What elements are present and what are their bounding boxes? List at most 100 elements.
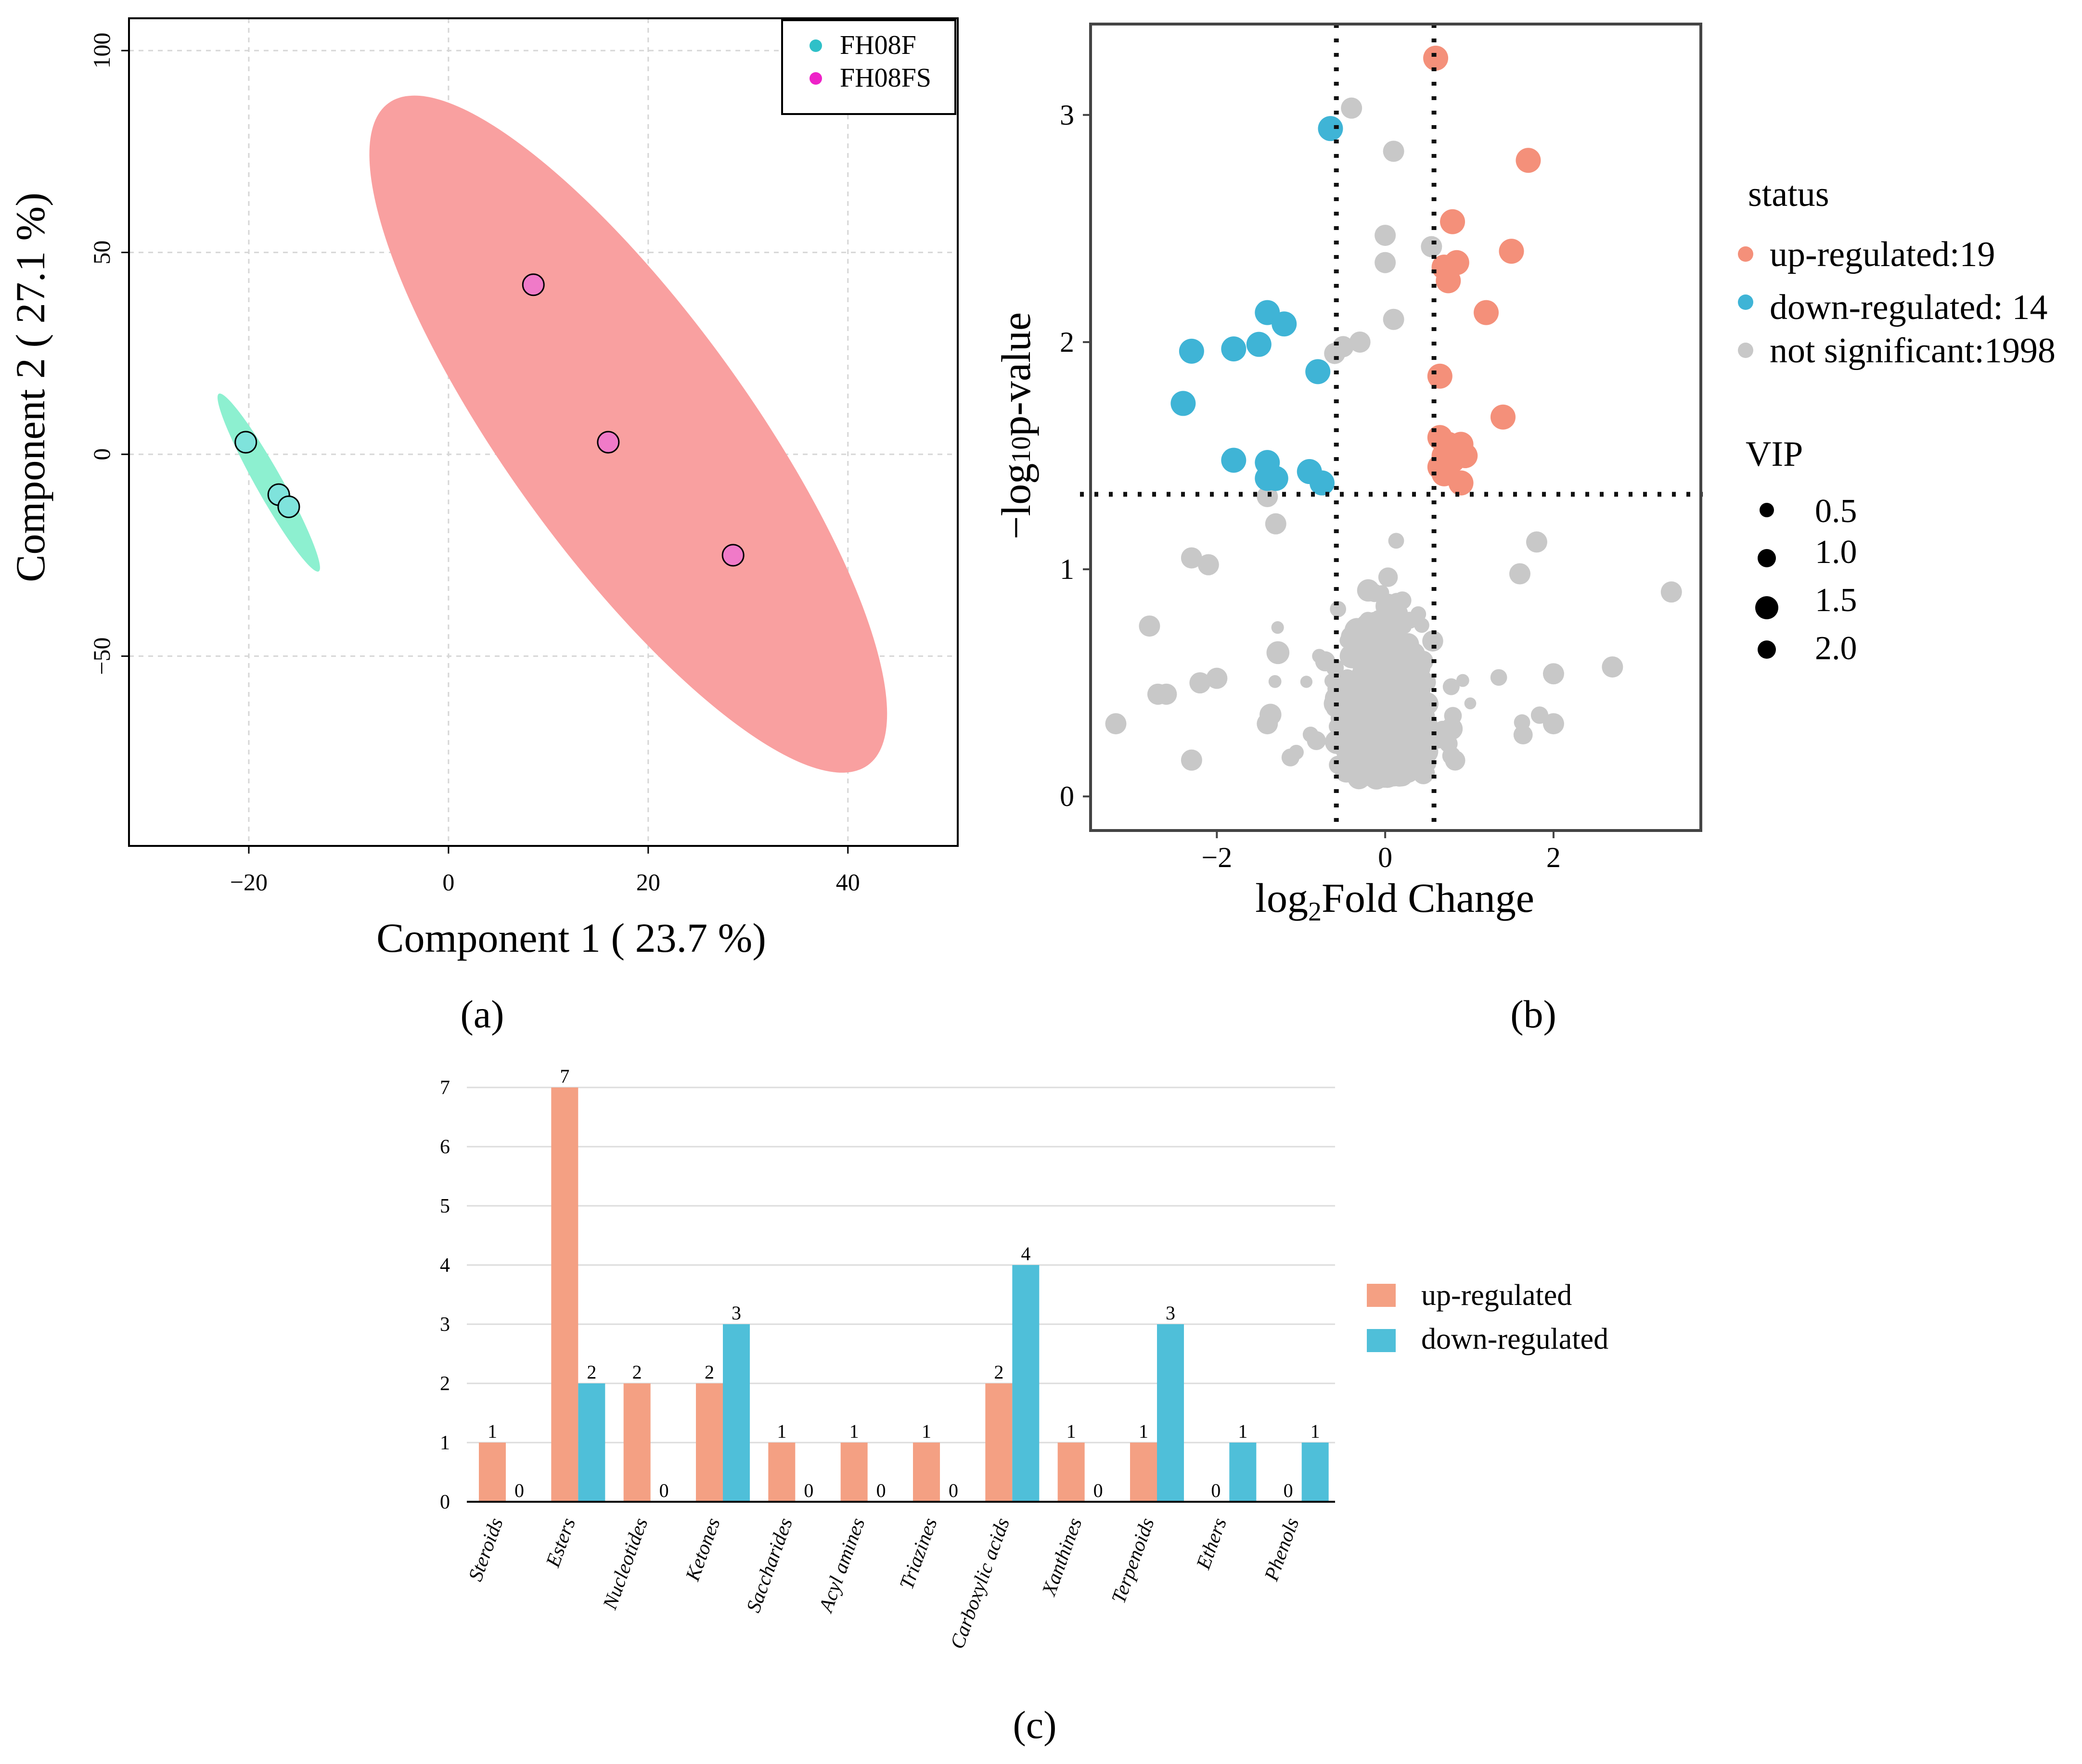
ns-point [1375,252,1396,273]
ns-point [1375,225,1396,246]
up-regulated-point [1440,209,1465,234]
down-regulated-point [1255,466,1280,491]
panel-c-ytick-label: 5 [440,1195,450,1217]
ns-point [1349,331,1371,353]
bar-value-label: 1 [1238,1420,1247,1442]
ns-point [1360,662,1375,677]
point-fh08f-3 [277,495,300,518]
ns-point [1384,674,1397,688]
panel-a-plot-frame [128,17,959,847]
panel-a-ytick-label: 0 [88,448,115,460]
ns-point [1324,343,1346,364]
panel-c-ytick-label: 0 [440,1491,450,1513]
legend-vip-marker-0.5 [1760,503,1774,517]
ns-point [1257,713,1278,735]
down-regulated-point [1309,470,1335,496]
bar-up-regulated-acyl-amines [840,1443,868,1502]
ns-point [1357,642,1371,656]
panel-a-legend-box [781,19,956,115]
legend-vip-label-1.5: 1.5 [1815,582,1857,619]
legend-vip-label-0.5: 0.5 [1815,493,1857,530]
panel-c-ytick-label: 6 [440,1136,450,1158]
bar-value-label: 2 [994,1361,1003,1383]
ns-point [1312,649,1327,664]
ns-point [1410,753,1425,767]
bar-value-label: 1 [777,1420,786,1442]
panel-a-x-axis-label: Component 1 ( 23.7 %) [376,915,766,961]
legend-vip-marker-1.5 [1755,596,1778,619]
ns-point [1442,746,1461,765]
ns-point [1444,707,1462,725]
ns-point [1542,713,1564,735]
ns-point [1375,762,1394,782]
bar-value-label: 0 [804,1480,813,1501]
ns-point [1268,675,1282,688]
confidence-ellipse-fh08fs [369,95,887,773]
bar-down-regulated-carboxylic-acids [1012,1265,1040,1502]
point-fh08fs-2 [597,431,620,454]
panel-b-ytick-label: 2 [1060,326,1074,358]
panel-b-plot-frame [1089,23,1702,832]
point-fh08fs-3 [721,544,745,567]
legend-status-title: status [1748,175,1829,214]
ns-point [1139,615,1160,637]
ns-point [1388,533,1404,549]
bar-value-label: 0 [514,1480,524,1501]
panel-a-ytick-label: 50 [88,241,115,265]
legend-marker-up [1738,246,1753,262]
panel-a-xtick-label: −20 [230,869,268,895]
up-regulated-point [1423,45,1449,71]
panel-b-ytick-label: 0 [1060,780,1074,812]
bar-value-label: 2 [705,1361,714,1383]
bar-down-regulated-esters [578,1383,605,1502]
panel-label-c: (c) [1013,1703,1056,1747]
bar-value-label: 3 [732,1302,741,1324]
ns-point [1403,691,1419,707]
legend-label-fh08fs: FH08FS [840,63,931,93]
panel-c-ytick-label: 7 [440,1077,450,1099]
panel-b-legend: status up-regulated:19 down-regulated: 1… [1738,175,2056,667]
ns-point [1513,725,1533,745]
legend-marker-not-significant [1738,343,1753,358]
panel-c-legend: up-regulated down-regulated [1367,1279,1608,1355]
bar-up-regulated-carboxylic-acids [985,1383,1013,1502]
bar-value-label: 0 [1284,1480,1293,1501]
ns-point [1300,676,1313,688]
legend-marker-fh08fs [810,72,822,85]
bar-up-regulated-nucleotides [623,1383,651,1502]
down-regulated-point [1179,338,1204,364]
ns-point [1395,611,1408,624]
panel-c-ytick-label: 1 [440,1432,450,1454]
ns-point [1378,648,1397,667]
ns-point [1345,711,1366,731]
panel-a-ytick-label: 100 [88,33,115,69]
ns-point [1307,731,1326,750]
bar-up-regulated-ketones [696,1383,723,1502]
ns-point [1206,667,1228,689]
ns-point [1388,743,1404,758]
bar-up-regulated-saccharides [768,1443,796,1502]
ns-point [1341,97,1362,119]
bar-up-regulated-esters [551,1087,578,1502]
down-regulated-point [1272,311,1297,337]
ns-point [1456,674,1469,687]
ns-point [1378,567,1398,587]
ns-point [1421,236,1442,257]
legend-swatch-up-regulated [1367,1284,1396,1307]
ns-point [1265,513,1286,535]
legend-label-down: down-regulated: 14 [1770,288,2047,327]
legend-label-up-regulated: up-regulated [1421,1279,1572,1312]
legend-marker-fh08f [810,39,822,52]
panel-a-y-axis-label: Component 2 ( 27.1 %) [7,192,53,582]
panel-b-ytick-label: 1 [1060,553,1074,585]
legend-marker-down [1738,294,1753,310]
bar-down-regulated-ethers [1229,1443,1257,1502]
ns-point [1351,691,1376,716]
down-regulated-point [1221,336,1247,362]
panel-a-xtick-label: 40 [836,869,860,895]
bar-value-label: 1 [1311,1420,1320,1442]
bar-value-label: 2 [587,1361,596,1383]
ns-point [1391,769,1406,784]
legend-label-up: up-regulated:19 [1770,235,1995,274]
